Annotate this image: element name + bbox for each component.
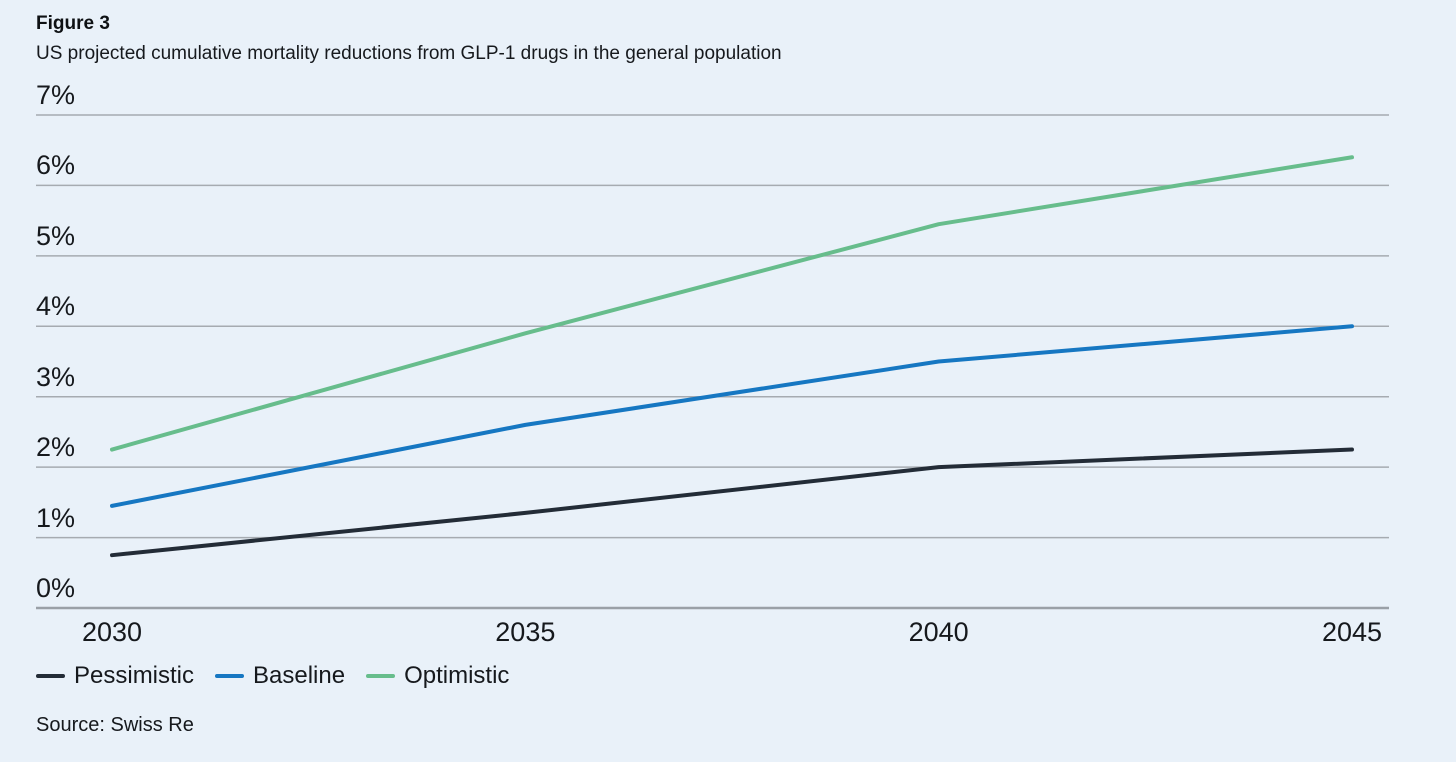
series-line-baseline bbox=[110, 324, 1354, 508]
y-tick-label: 1% bbox=[36, 502, 76, 533]
legend-label: Optimistic bbox=[404, 662, 510, 689]
y-tick-label: 3% bbox=[36, 361, 76, 392]
legend-label: Pessimistic bbox=[74, 662, 195, 689]
x-tick-label: 2035 bbox=[495, 617, 556, 647]
y-tick-label: 6% bbox=[36, 150, 76, 181]
x-tick-label: 2040 bbox=[908, 617, 969, 647]
legend-line-swatch bbox=[215, 674, 245, 678]
y-tick-label: 0% bbox=[36, 573, 76, 603]
chart-legend: Pessimistic Baseline Optimistic bbox=[36, 659, 509, 693]
y-tick-label: 4% bbox=[36, 291, 76, 322]
source-text: Source: Swiss Re bbox=[36, 714, 194, 736]
figure-label: Figure 3 bbox=[36, 13, 110, 34]
legend-label: Baseline bbox=[253, 662, 346, 689]
legend-line-swatch bbox=[366, 674, 396, 678]
legend-item-pessimistic: Pessimistic bbox=[36, 659, 194, 693]
legend-line-swatch bbox=[36, 674, 65, 678]
y-tick-label: 7% bbox=[36, 80, 76, 110]
x-tick-label: 2045 bbox=[1321, 617, 1383, 647]
figure-title: US projected cumulative mortality reduct… bbox=[36, 43, 782, 64]
series-line-pessimistic bbox=[110, 447, 1354, 558]
series-line-optimistic bbox=[110, 155, 1354, 452]
legend-item-optimistic: Optimistic bbox=[366, 659, 509, 693]
legend-item-baseline: Baseline bbox=[215, 659, 345, 693]
x-tick-label: 2030 bbox=[81, 617, 143, 647]
y-tick-label: 2% bbox=[36, 432, 76, 463]
y-tick-label: 5% bbox=[36, 220, 76, 251]
